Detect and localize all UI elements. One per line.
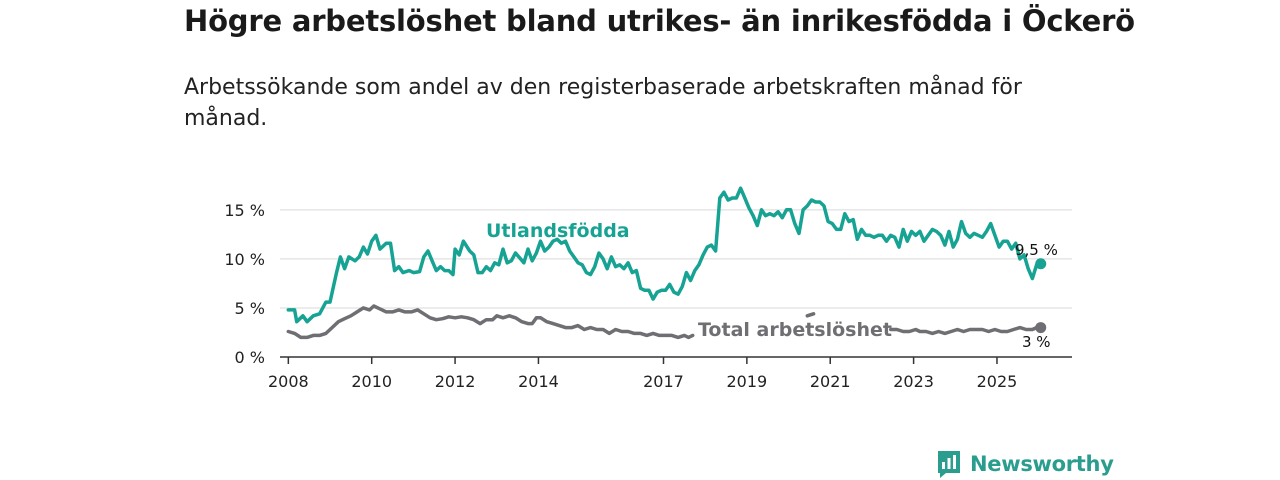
series-line-utlandsfodda	[286, 186, 1043, 324]
y-tick-label: 0 %	[235, 348, 265, 367]
end-label-utlandsfodda: 9,5 %	[1015, 241, 1058, 259]
brand-logo: Newsworthy	[936, 448, 1114, 480]
x-tick-label: 2017	[643, 372, 684, 391]
x-tick-label: 2025	[977, 372, 1018, 391]
axes: 0 % 5 % 10 % 15 % 2008 2010 2012 2014 2017 2019 20…	[224, 201, 1072, 391]
x-tick-label: 2010	[351, 372, 392, 391]
end-marker-total	[1035, 322, 1047, 334]
series-labels: Utlandsfödda Total arbetslöshet 9,5 % 3 …	[486, 220, 1058, 351]
series-label-utlandsfodda: Utlandsfödda	[486, 220, 630, 242]
chart-subtitle: Arbetssökande som andel av den registerb…	[184, 75, 1022, 131]
x-tick-label: 2008	[268, 372, 309, 391]
y-tick-label: 5 %	[235, 299, 265, 318]
chart-title: Högre arbetslöshet bland utrikes- än inr…	[184, 4, 1135, 38]
series-line-total-segment	[805, 312, 816, 318]
y-tick-label: 15 %	[224, 201, 265, 220]
series-line-total-segment	[286, 304, 695, 340]
brand-name: Newsworthy	[970, 452, 1114, 476]
series-lines	[286, 186, 1047, 340]
x-tick-label: 2012	[435, 372, 476, 391]
y-tick-label: 10 %	[224, 250, 265, 269]
bar-chart-flag-icon	[938, 451, 960, 478]
x-tick-label: 2014	[518, 372, 559, 391]
x-tick-label: 2023	[893, 372, 934, 391]
gridlines	[280, 209, 1072, 309]
x-tick-label: 2019	[727, 372, 768, 391]
x-tick-label: 2021	[810, 372, 851, 391]
end-label-total: 3 %	[1022, 333, 1051, 351]
series-label-total: Total arbetslöshet	[698, 319, 892, 341]
series-line-total-segment	[888, 325, 1043, 336]
end-marker-utlandsfodda	[1035, 258, 1047, 270]
